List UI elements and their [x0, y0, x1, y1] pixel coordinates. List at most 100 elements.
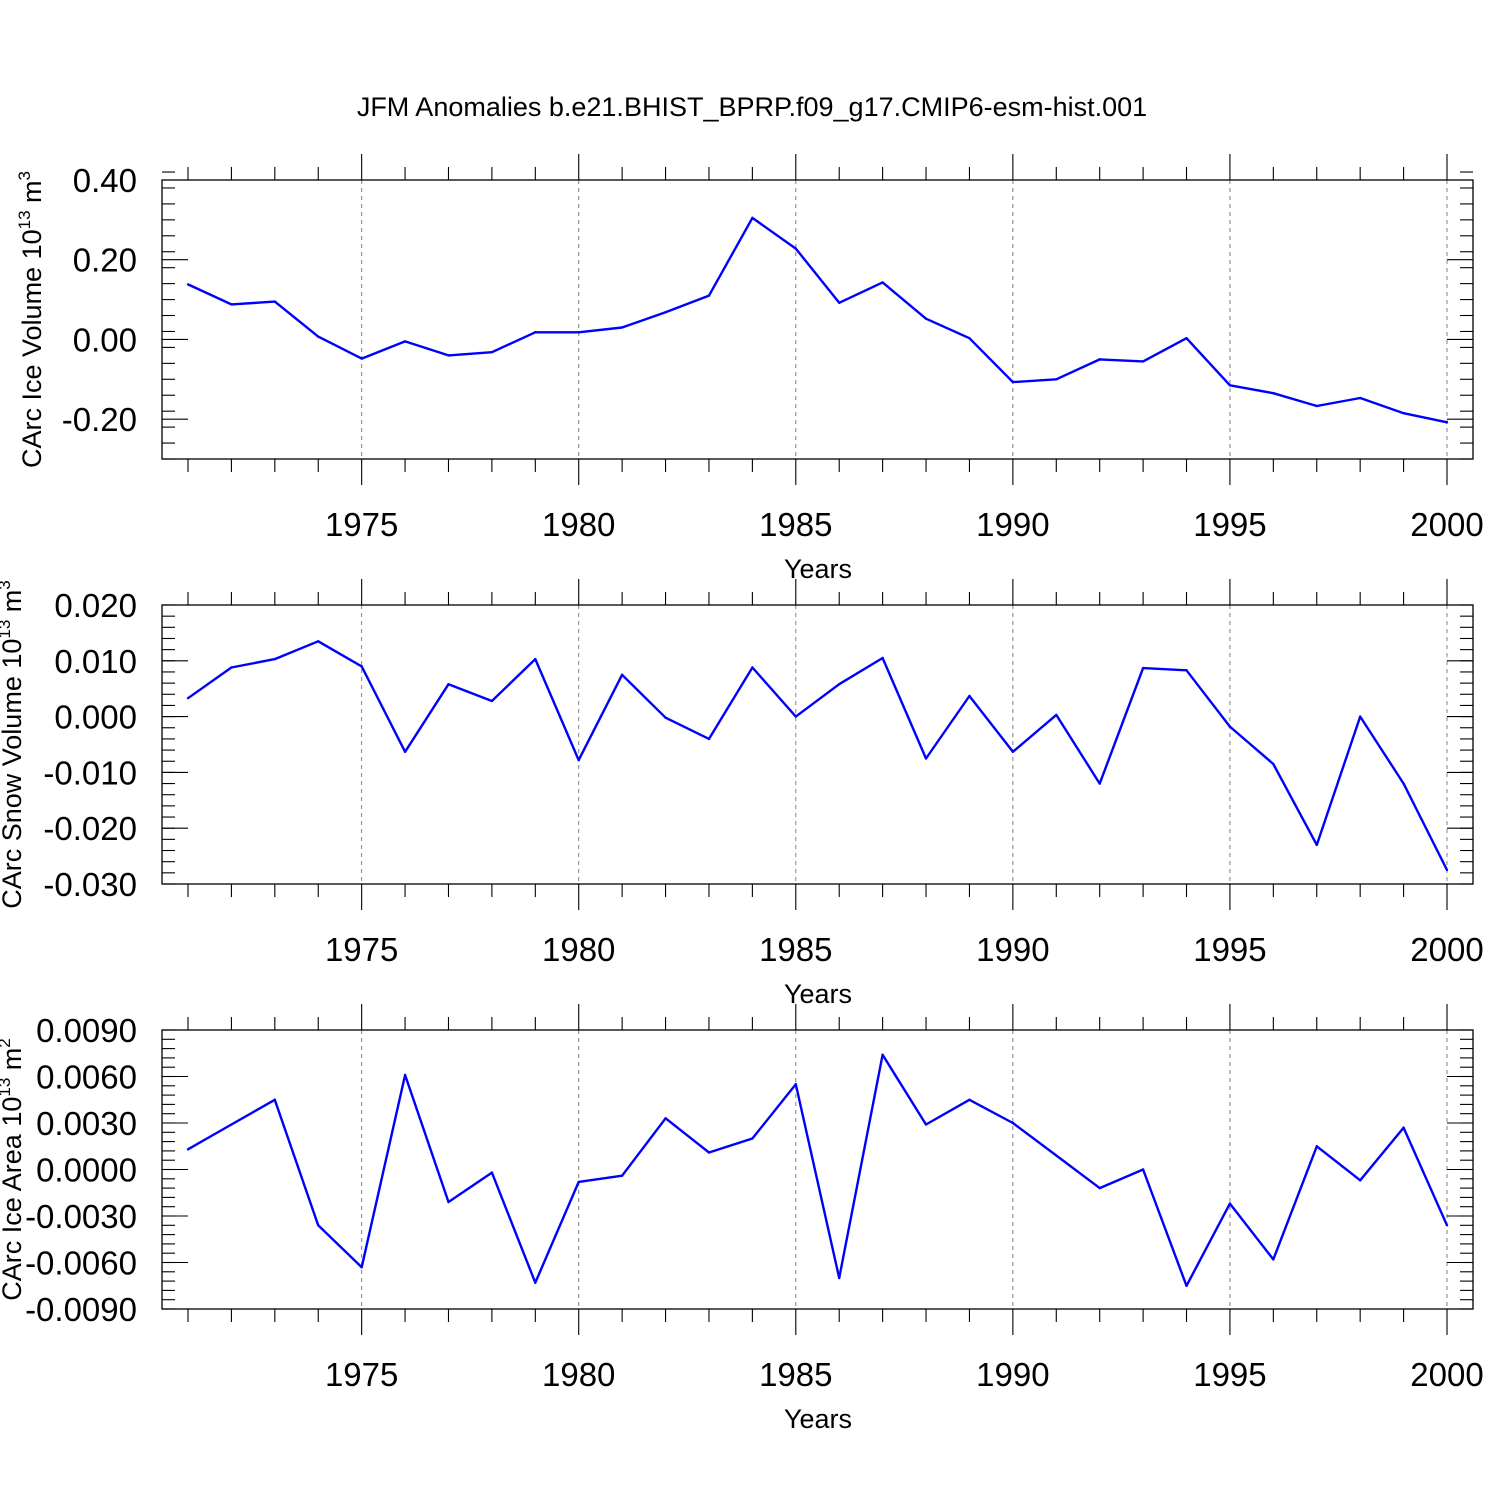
data-point: [403, 1073, 407, 1077]
data-point: [707, 1151, 711, 1154]
panels: 1975 1980 1985 1990 1995 2000 Years -0.20 0.00 0.…: [0, 154, 1484, 1434]
y-tick-label: 0.40: [73, 162, 137, 199]
data-point: [273, 1098, 277, 1101]
data-point: [1011, 1121, 1015, 1125]
x-tick-label: 1995: [1193, 1356, 1266, 1393]
x-tick-label: 1990: [976, 931, 1049, 968]
x-tick-label: 2000: [1410, 506, 1483, 543]
data-point: [1228, 384, 1232, 387]
x-tick-label: 1995: [1193, 931, 1266, 968]
data-point: [1228, 725, 1232, 728]
x-tick-label: 1985: [759, 931, 832, 968]
y-tick-label: 0.000: [54, 699, 137, 736]
data-point: [317, 640, 320, 643]
x-tick-label: 2000: [1410, 1356, 1483, 1393]
y-tick-label: -0.010: [43, 754, 137, 791]
data-point: [968, 1098, 971, 1101]
data-point: [751, 666, 754, 669]
data-point: [794, 247, 797, 250]
data-point: [273, 300, 277, 303]
x-axis-label: Years: [784, 1404, 852, 1434]
y-tick-label: -0.20: [62, 401, 137, 438]
data-point: [924, 317, 928, 320]
x-tick-label: 1990: [976, 506, 1049, 543]
y-tick-label: 0.0030: [36, 1105, 137, 1142]
data-point: [620, 326, 624, 329]
panel-1: 1975 1980 1985 1990 1995 2000 Years -0.20 0.00 0.…: [15, 154, 1484, 584]
data-point: [447, 354, 450, 357]
y-axis-label: CArc Ice Volume 1013 m3: [15, 171, 47, 468]
data-point: [577, 331, 580, 334]
y-tick-label: 0.0060: [36, 1059, 137, 1096]
data-point: [186, 1148, 190, 1151]
data-point: [881, 656, 884, 660]
data-point: [1055, 1154, 1058, 1157]
plot-frame: [161, 179, 1474, 460]
data-point: [968, 694, 971, 698]
data-point: [1228, 1202, 1232, 1205]
data-point: [924, 1123, 928, 1126]
data-point: [317, 1224, 320, 1227]
data-point: [1358, 1179, 1362, 1182]
x-tick-label: 1985: [759, 1356, 832, 1393]
x-tick-label: 1990: [976, 1356, 1049, 1393]
data-point: [751, 216, 754, 220]
y-tick-label: -0.0030: [25, 1198, 137, 1235]
data-point: [1185, 1284, 1188, 1287]
y-axis-label: CArc Ice Area 1013 m2: [0, 1038, 27, 1301]
data-point: [490, 350, 494, 354]
x-tick-label: 1980: [542, 931, 615, 968]
y-tick-label: 0.0090: [36, 1012, 137, 1049]
series-line: [187, 1053, 1449, 1288]
data-point: [360, 1265, 363, 1269]
data-point: [707, 294, 711, 297]
data-point: [794, 1083, 797, 1086]
data-point: [577, 1180, 580, 1184]
figure-title: JFM Anomalies b.e21.BHIST_BPRP.f09_g17.C…: [357, 92, 1147, 122]
data-point: [273, 657, 277, 661]
data-point: [1098, 782, 1101, 785]
data-point: [838, 683, 841, 686]
data-point: [1272, 392, 1275, 395]
x-tick-label: 1975: [325, 1356, 398, 1393]
panel-3: 1975 1980 1985 1990 1995 2000 Years -0.0090 -0.0…: [0, 1004, 1484, 1434]
data-point: [751, 1137, 754, 1140]
data-point: [1315, 843, 1318, 847]
data-point: [1141, 666, 1145, 670]
x-tick-label: 1975: [325, 506, 398, 543]
data-point: [490, 1171, 494, 1174]
y-tick-label: 0.010: [54, 643, 137, 680]
data-point: [881, 1053, 884, 1057]
data-point: [1011, 380, 1015, 384]
data-point: [707, 737, 711, 741]
data-point: [1315, 404, 1318, 408]
x-tick-label: 1980: [542, 1356, 615, 1393]
x-axis-label: Years: [784, 979, 852, 1009]
data-point: [838, 301, 841, 304]
y-axis-label: CArc Snow Volume 1013 m3: [0, 580, 27, 909]
data-point: [186, 696, 190, 700]
data-point: [1185, 337, 1188, 340]
data-point: [1185, 669, 1188, 672]
data-point: [317, 335, 320, 338]
data-point: [968, 337, 971, 340]
y-tick-label: 0.00: [73, 321, 137, 358]
data-point: [1141, 1168, 1145, 1171]
data-point: [490, 699, 494, 703]
y-tick-label: 0.020: [54, 587, 137, 624]
data-point: [1445, 1224, 1449, 1227]
y-tick-label: -0.020: [43, 810, 137, 847]
y-tick-label: -0.030: [43, 866, 137, 903]
data-point: [664, 716, 667, 719]
data-point: [794, 715, 797, 718]
data-point: [1098, 358, 1101, 361]
y-tick-label: -0.0090: [25, 1291, 137, 1328]
data-point: [1445, 421, 1449, 424]
y-tick-label: -0.0060: [25, 1245, 137, 1282]
data-point: [447, 683, 450, 686]
plot-frame: [161, 1029, 1474, 1310]
data-point: [1315, 1145, 1318, 1148]
x-tick-label: 1975: [325, 931, 398, 968]
data-point: [620, 1174, 624, 1177]
data-point: [1445, 868, 1449, 872]
